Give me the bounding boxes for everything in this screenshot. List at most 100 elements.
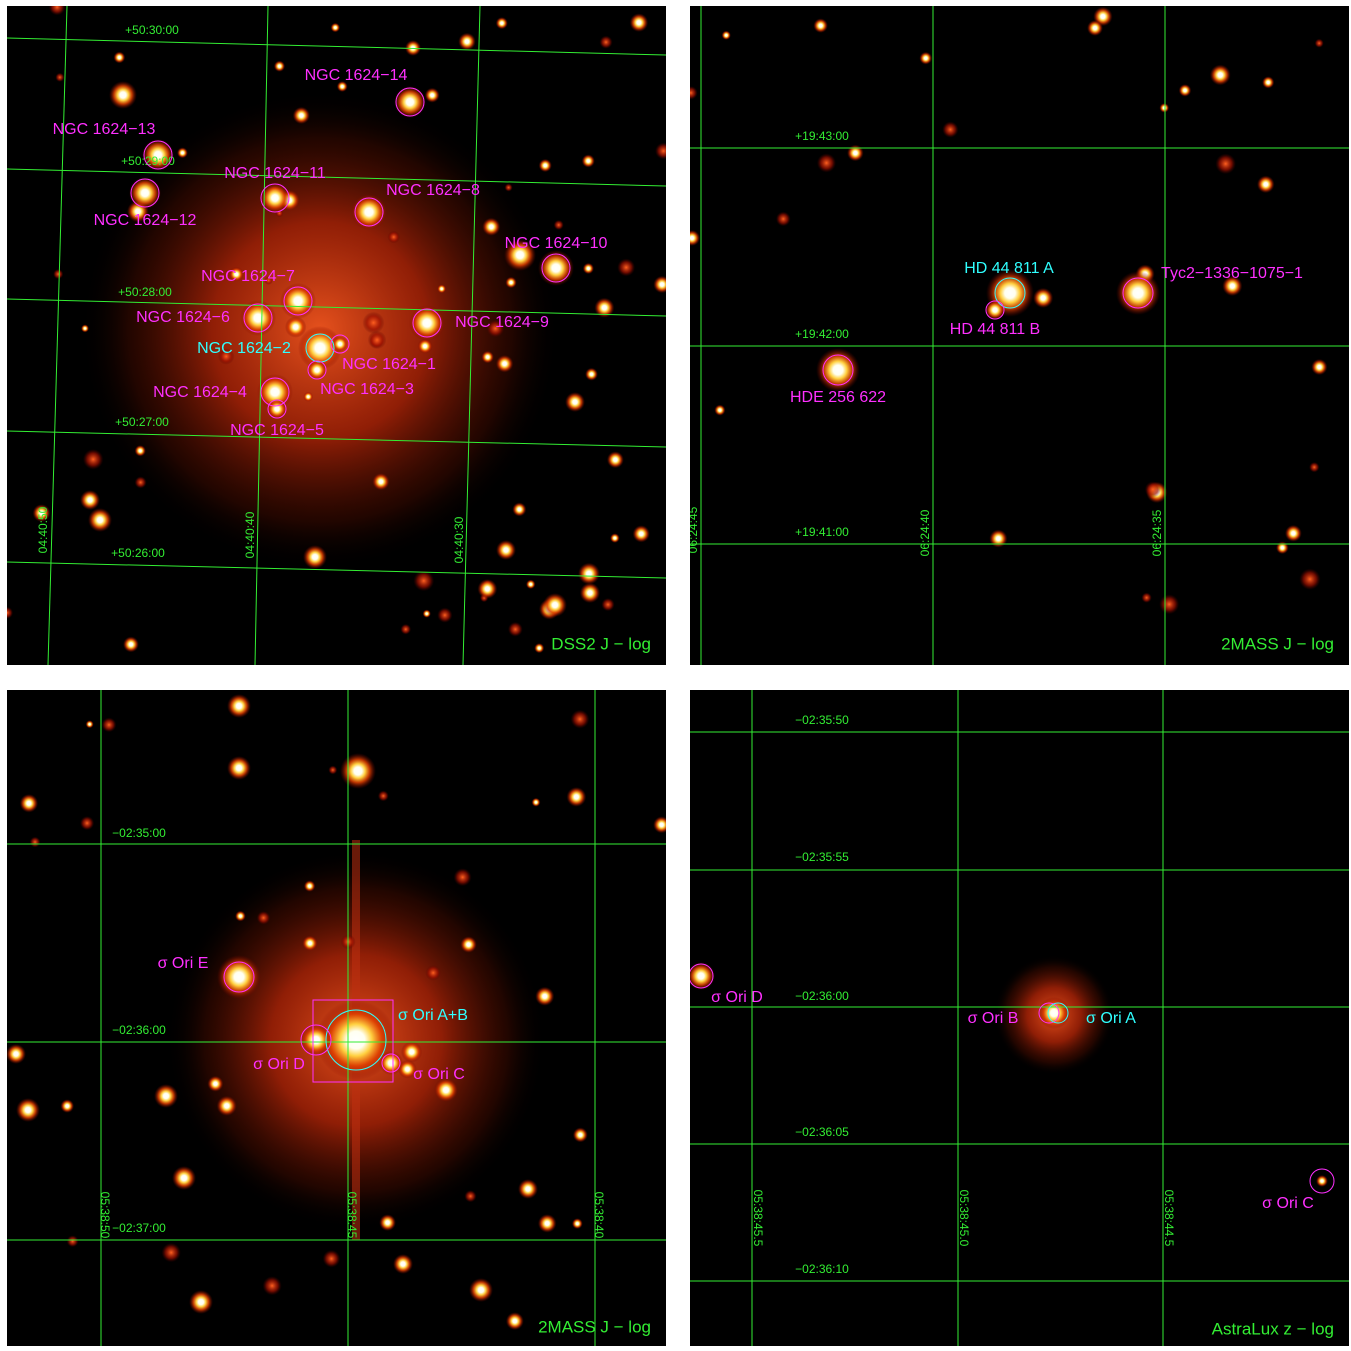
field-star [113, 52, 125, 64]
star [307, 360, 327, 380]
ra-label: 04:40:30 [452, 516, 466, 563]
field-star [413, 570, 434, 591]
field-star [1315, 39, 1324, 48]
panel-caption: AstraLux z − log [1212, 1319, 1334, 1338]
field-star [532, 798, 541, 807]
star [280, 283, 316, 319]
object-label: NGC 1624−9 [455, 314, 549, 331]
field-star [235, 911, 246, 922]
star [543, 593, 567, 617]
ra-label: 04:40:40 [243, 511, 257, 558]
star [496, 540, 516, 560]
field-star [571, 710, 590, 729]
star [80, 490, 100, 510]
field-star [293, 107, 310, 124]
object-label: HD 44 811 B [950, 321, 1040, 338]
object-label: σ Ori C [1262, 1195, 1314, 1212]
ra-label: 06:24:40 [918, 509, 932, 556]
object-label: σ Ori D [711, 989, 763, 1006]
ra-label: 05:38:45.0 [957, 1190, 971, 1247]
dec-label: −02:37:00 [112, 1221, 166, 1235]
field-star [539, 159, 552, 172]
field-star [554, 220, 564, 230]
field-star [1145, 481, 1161, 497]
object-label: HD 44 811 A [964, 260, 1054, 277]
field-star [1159, 103, 1169, 113]
field-star [458, 33, 476, 51]
object-label: NGC 1624−5 [230, 422, 324, 439]
field-star [437, 608, 452, 623]
field-star [573, 1127, 588, 1142]
field-star [1033, 288, 1053, 308]
star [684, 230, 700, 246]
field-star [1276, 541, 1289, 554]
field-star [633, 525, 650, 542]
star [538, 250, 574, 286]
star [6, 1044, 26, 1064]
field-star [53, 269, 63, 279]
field-star [102, 718, 117, 733]
star [1087, 20, 1103, 36]
field-star [1179, 84, 1192, 97]
field-star [1285, 525, 1302, 542]
field-star [20, 794, 39, 813]
ra-label: 04:40:50 [36, 506, 50, 553]
star [394, 86, 426, 118]
star [393, 1254, 413, 1274]
field-star [379, 1214, 396, 1231]
field-star [534, 643, 544, 653]
dec-label: −02:36:00 [112, 1023, 166, 1037]
field-star [572, 1218, 583, 1229]
dec-label: +50:26:00 [111, 546, 165, 560]
field-star [454, 868, 472, 886]
field-star [722, 31, 731, 40]
object-label: Tyc2−1336−1075−1 [1161, 265, 1303, 282]
dec-label: −02:36:10 [795, 1262, 849, 1276]
panel-caption: 2MASS J − log [538, 1317, 651, 1336]
star [88, 508, 112, 532]
object-label: NGC 1624−2 [197, 340, 291, 357]
star [303, 545, 327, 569]
field-star [437, 284, 446, 293]
object-label: NGC 1624−7 [201, 268, 295, 285]
field-star [919, 52, 932, 65]
field-star [535, 987, 554, 1006]
dec-label: +19:43:00 [795, 129, 849, 143]
object-label: σ Ori E [158, 955, 209, 972]
star [340, 753, 376, 789]
field-star [496, 355, 514, 373]
field-star [217, 1096, 237, 1116]
field-star [989, 529, 1007, 547]
field-star [60, 1099, 74, 1113]
star [189, 1290, 213, 1314]
star [300, 1024, 332, 1056]
star [1038, 997, 1070, 1029]
field-star [482, 218, 500, 236]
object-label: NGC 1624−14 [305, 67, 408, 84]
field-star [328, 766, 337, 775]
star [227, 756, 251, 780]
dec-label: −02:36:05 [795, 1125, 849, 1139]
field-star [1257, 176, 1275, 194]
ra-label: 06:24:45 [686, 506, 700, 553]
field-star [601, 598, 614, 611]
object-label: NGC 1624−13 [53, 121, 156, 138]
field-star [331, 23, 341, 33]
object-label: HDE 256 622 [790, 389, 886, 406]
object-label: NGC 1624−10 [505, 235, 608, 252]
field-star [363, 312, 385, 334]
field-star [400, 624, 411, 635]
field-star [302, 935, 318, 951]
object-label: σ Ori C [413, 1066, 465, 1083]
field-star [207, 1076, 223, 1092]
object-label: NGC 1624−11 [224, 165, 326, 182]
field-star [30, 837, 41, 848]
field-star [425, 88, 440, 103]
field-star [508, 622, 523, 637]
object-label: NGC 1624−6 [136, 309, 230, 326]
field-star [585, 368, 598, 381]
field-star [1159, 594, 1179, 614]
star [565, 392, 585, 412]
field-star [368, 331, 387, 350]
star [154, 1084, 178, 1108]
